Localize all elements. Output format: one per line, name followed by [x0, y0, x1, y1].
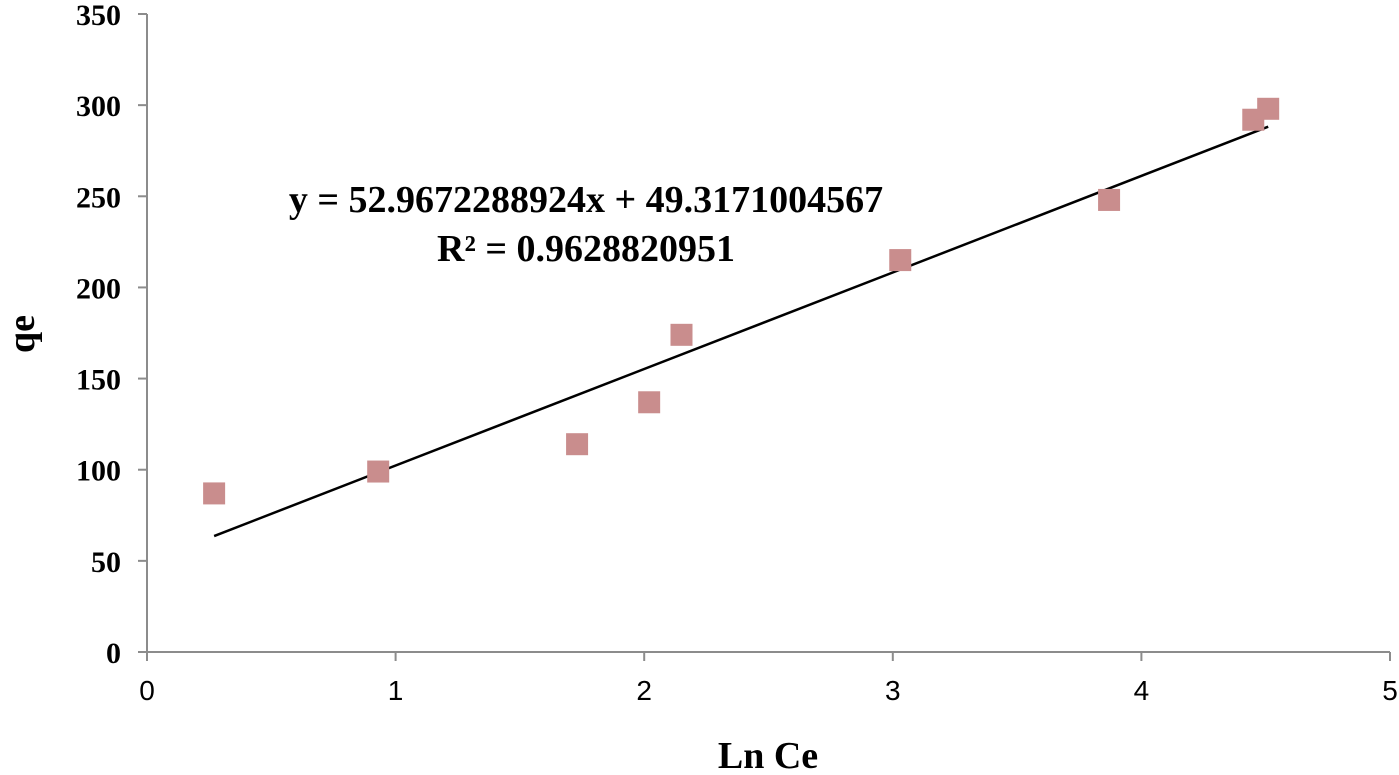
data-point-marker [638, 391, 661, 414]
x-tick-label: 4 [1134, 675, 1150, 706]
data-point-marker [670, 323, 693, 346]
x-axis-ticks: 0 1 2 3 4 5 [139, 652, 1398, 706]
data-point-marker [1257, 97, 1280, 120]
trendline-equation: y = 52.9672288924x + 49.3171004567 [289, 179, 883, 221]
x-tick-label: 2 [636, 675, 652, 706]
y-tick-label: 50 [91, 546, 121, 579]
data-point-marker [367, 460, 390, 483]
data-point-marker [203, 482, 226, 505]
x-tick-label: 3 [885, 675, 901, 706]
x-tick-label: 5 [1382, 675, 1398, 706]
data-points [203, 97, 1280, 505]
x-tick-label: 0 [139, 675, 155, 706]
data-point-marker [566, 433, 589, 456]
data-point-marker [889, 249, 912, 272]
trendline [213, 125, 1269, 538]
r-squared-label: R² = 0.9628820951 [437, 228, 735, 270]
y-axis-ticks: 0 50 100 150 200 250 300 350 [76, 0, 147, 670]
y-axis-title: qe [1, 315, 43, 353]
y-tick-label: 0 [106, 637, 121, 670]
y-tick-label: 350 [76, 0, 121, 32]
y-tick-label: 100 [76, 455, 121, 488]
y-tick-label: 300 [76, 90, 121, 123]
x-tick-label: 1 [388, 675, 404, 706]
x-axis-title: Ln Ce [718, 735, 818, 775]
y-tick-label: 200 [76, 272, 121, 305]
y-tick-label: 250 [76, 181, 121, 214]
y-tick-label: 150 [76, 364, 121, 397]
data-point-marker [1098, 188, 1121, 211]
